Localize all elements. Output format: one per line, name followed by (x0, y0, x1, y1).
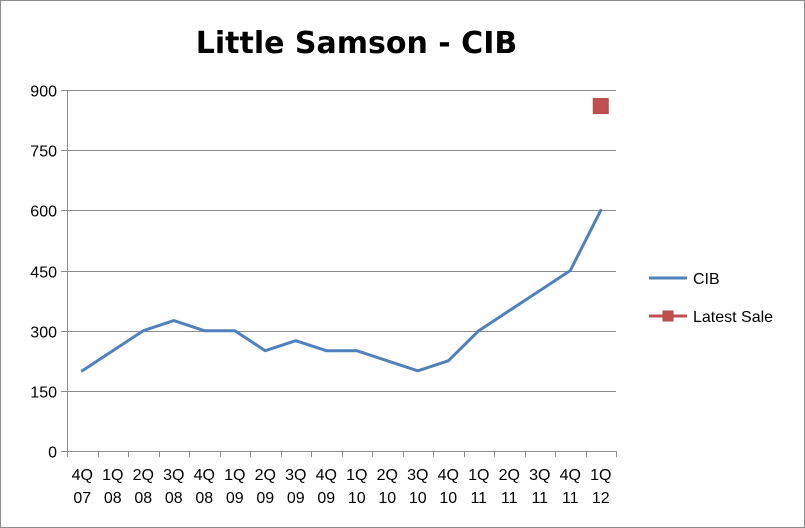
y-tick-label: 150 (30, 385, 57, 402)
x-tick-label: 1Q 09 (224, 467, 245, 507)
x-tick-label: 1Q 12 (590, 467, 611, 507)
x-tick-label: 1Q 11 (468, 467, 489, 507)
x-tick-label: 1Q 08 (102, 467, 123, 507)
gridlines (67, 90, 616, 392)
series-line-cib (80, 208, 603, 373)
y-tick-label: 300 (30, 325, 57, 342)
x-tick-label: 2Q 09 (255, 467, 276, 507)
y-tick-label: 900 (30, 84, 57, 101)
latest-sale-marker (592, 98, 609, 115)
x-tick-label: 3Q 08 (163, 467, 184, 507)
x-tick-label: 4Q 11 (560, 467, 581, 507)
x-tick-label: 4Q 09 (316, 467, 337, 507)
series (80, 98, 609, 373)
x-tick-label: 4Q 10 (438, 467, 459, 507)
x-tick-label: 3Q 09 (285, 467, 306, 507)
y-tick-label: 450 (30, 265, 57, 282)
legend: CIB Latest Sale (649, 271, 773, 326)
x-tick-label: 4Q 08 (194, 467, 215, 507)
legend-label: CIB (693, 271, 720, 288)
x-tick-label: 3Q 11 (529, 467, 550, 507)
x-tick-label: 2Q 10 (377, 467, 398, 507)
x-tick-label: 2Q 11 (499, 467, 520, 507)
x-axis-ticks: 4Q 07 1Q 08 2Q 08 3Q 08 4Q 08 1Q 09 2Q 09 3Q 09 4Q 09 1Q 10… (67, 451, 617, 507)
y-axis-ticks: 0 150 300 450 600 750 900 (30, 84, 67, 462)
x-tick-label: 1Q 10 (346, 467, 367, 507)
legend-label: Latest Sale (693, 309, 773, 326)
axes (67, 90, 616, 452)
y-tick-label: 0 (48, 445, 57, 462)
chart-title: Little Samson - CIB (196, 26, 517, 61)
y-tick-label: 600 (30, 204, 57, 221)
y-tick-label: 750 (30, 144, 57, 161)
x-tick-label: 2Q 08 (133, 467, 154, 507)
x-tick-label: 4Q 07 (72, 467, 93, 507)
legend-marker (662, 310, 674, 322)
x-tick-label: 3Q 10 (407, 467, 428, 507)
